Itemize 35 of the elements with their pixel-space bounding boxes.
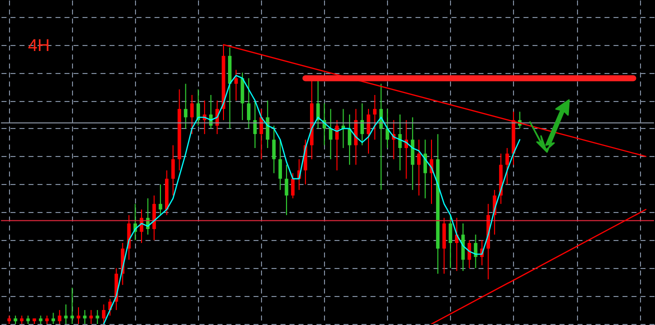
candlestick xyxy=(89,310,93,324)
candlestick xyxy=(342,108,346,149)
candlestick xyxy=(335,120,339,171)
candlestick xyxy=(474,234,478,269)
annotation: 4H xyxy=(28,36,50,55)
candlestick xyxy=(291,172,295,199)
candlestick xyxy=(284,164,288,216)
candlestick xyxy=(348,114,352,166)
candlestick xyxy=(468,240,472,269)
candlestick xyxy=(366,108,370,154)
candlestick xyxy=(171,144,175,196)
candlestick xyxy=(83,310,87,324)
candlestick xyxy=(272,125,276,174)
candlestick xyxy=(234,69,238,102)
candlestick xyxy=(398,114,402,171)
candlestick xyxy=(58,310,62,324)
candlestick xyxy=(96,310,100,324)
candlestick xyxy=(70,287,74,324)
candlestick xyxy=(190,94,194,135)
candlestick xyxy=(328,108,332,160)
candlestick xyxy=(505,148,509,185)
candlestick xyxy=(373,94,377,140)
candlestick xyxy=(64,304,68,324)
candlestick xyxy=(52,312,56,324)
candlestick xyxy=(158,184,162,216)
candlestick xyxy=(278,139,282,190)
candlestick xyxy=(76,306,80,324)
candlestick xyxy=(360,102,364,146)
candlestick xyxy=(184,83,188,129)
candlestick xyxy=(102,304,106,324)
candlestick xyxy=(417,139,421,196)
candlestick xyxy=(448,214,452,269)
candlestick xyxy=(253,100,257,149)
candlestick xyxy=(386,108,390,149)
candlestick xyxy=(246,78,250,129)
